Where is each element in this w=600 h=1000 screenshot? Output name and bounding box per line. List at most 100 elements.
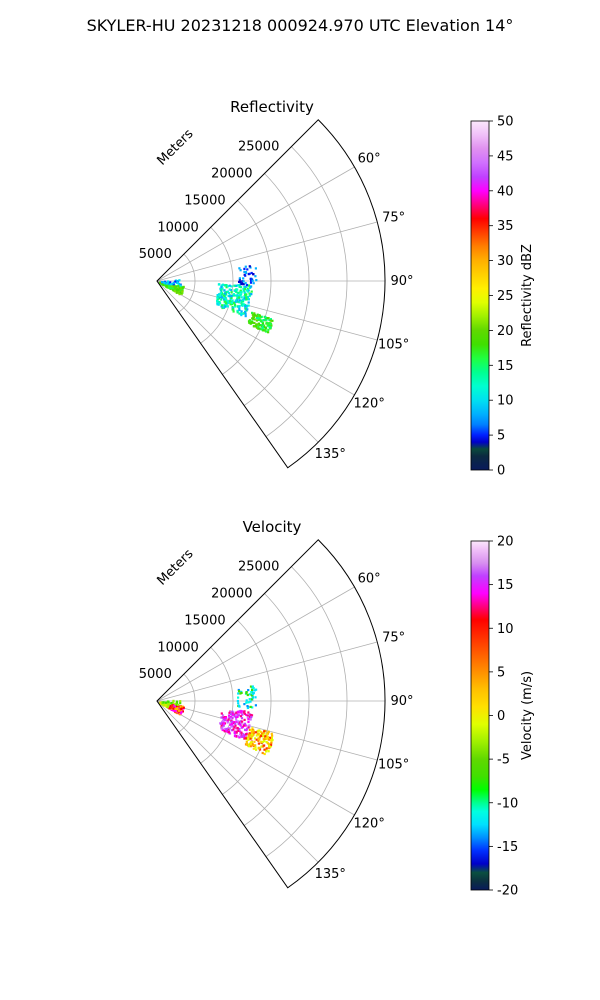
echo-pixel [262,737,265,740]
echo-pixel [168,702,172,705]
echo-pixel [231,299,234,302]
echo-pixel [229,723,232,726]
echo-pixel [243,267,246,270]
echo-pixel [255,738,258,741]
echo-pixel [250,741,253,744]
echo-pixel [241,735,244,738]
echo-pixel [236,298,239,301]
echo-pixel [244,295,247,298]
echo-pixel [181,286,184,289]
echo-pixel [252,747,255,750]
echo-pixel [240,310,243,313]
echo-pixel [253,318,256,321]
echo-pixel [176,708,179,711]
echo-pixel [259,730,262,733]
echo-pixel [261,740,265,743]
echo-pixel [177,288,180,291]
echo-pixel [261,322,264,325]
echo-pixel [262,329,265,332]
echo-pixel [253,312,256,315]
echo-pixel [260,328,263,331]
echo-pixel [247,711,250,714]
echo-pixel [252,687,255,690]
echo-pixel [245,289,249,292]
colorbar-tick-label: 5 [497,665,505,680]
echo-pixel [234,724,237,727]
echo-pixel [237,696,240,699]
sector-outline [156,539,386,889]
echo-pixel [243,303,246,307]
angle-tick-label: 120° [354,397,385,412]
echo-pixel [251,728,254,732]
echo-pixel [233,303,237,306]
echo-pixel [247,301,250,304]
echo-pixel [240,314,243,317]
echo-pixel [162,283,165,286]
echo-pixel [231,302,234,306]
echo-pixel [167,703,170,706]
echo-pixel [227,728,230,731]
echo-pixel [241,726,244,729]
echo-pixel [236,311,239,314]
echo-pixel [239,720,242,723]
echo-pixel [246,714,249,717]
echo-pixel [172,287,175,290]
echo-pixel [270,736,273,739]
grid-ring [178,253,196,313]
grid-ring [265,146,348,437]
echo-pixel [243,285,246,289]
echo-pixel [268,318,271,322]
echo-pixel [177,287,180,290]
echo-pixel [244,728,247,731]
echo-pixel [221,287,224,290]
echo-pixel [222,294,226,297]
colorbar-tick-label: 15 [497,359,514,374]
echo-pixel [220,716,223,719]
echo-pixel [227,295,230,298]
echo-pixel [248,294,251,298]
echo-pixel [180,711,183,714]
echo-pixel [172,289,175,292]
grid-spoke [156,280,355,396]
echo-pixel [248,713,251,716]
echo-pixel [250,290,253,293]
echo-pixel [251,694,254,698]
echo-pixel [179,705,182,708]
echo-pixel [175,701,179,704]
grid-ring [243,173,310,406]
colorbar: -20 -15 -10 -5 0 5 10 15 20 Velocity (m/s) [470,535,535,899]
echo-pixel [243,737,246,740]
echo-pixel [170,704,174,707]
echo-pixel [252,282,255,285]
echo-pixel [265,734,268,737]
echo-pixel [165,282,168,285]
echo-pixel [269,743,273,746]
angle-tick-label: 120° [354,817,385,832]
echo-pixel [241,732,244,736]
echo-pixel [250,698,253,701]
echo-data [159,685,274,756]
echo-pixel [219,302,222,305]
colorbar-tick-label: 10 [497,622,514,637]
echo-pixel [225,299,228,302]
echo-pixel [265,750,268,753]
echo-pixel [244,305,247,308]
radial-axis-label: Meters [155,546,197,588]
echo-pixel [242,277,245,280]
echo-pixel [233,731,237,734]
echo-pixel [255,731,258,734]
chart-title: Reflectivity [230,98,314,116]
echo-pixel [246,716,249,719]
echo-pixel [179,284,182,287]
echo-pixel [174,708,177,711]
echo-pixel [217,303,220,306]
echo-pixel [244,310,247,313]
echo-pixel [177,703,180,706]
echo-pixel [252,315,255,318]
echo-pixel [253,740,256,743]
echo-pixel [223,717,226,720]
grid-spoke [156,641,378,702]
echo-pixel [231,713,235,716]
echo-pixel [257,318,261,321]
echo-pixel [173,285,176,288]
